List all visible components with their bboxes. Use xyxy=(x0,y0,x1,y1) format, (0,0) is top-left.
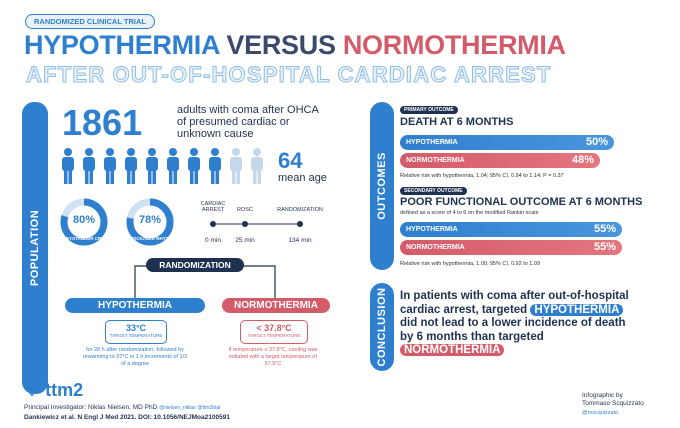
side-label: OUTCOMES xyxy=(370,102,394,270)
outcome-note: Relative risk with hypothermia, 1.04; 95… xyxy=(400,173,564,179)
outcome-definition: defined as a score of 4 to 6 on the modi… xyxy=(400,210,539,216)
timeline-event: CARDIAC ARREST xyxy=(200,201,226,213)
bar-value: 55% xyxy=(593,241,616,253)
logo: ♡ ttm2 xyxy=(24,380,84,400)
target-box: 33°C TARGET TEMPERATURE xyxy=(105,320,167,344)
arm-name: NORMOTHERMIA xyxy=(222,298,330,313)
highlight: NORMOTHERMIA xyxy=(400,344,505,356)
stat-label: BYSTANDER CPR xyxy=(65,236,105,241)
side-text: CONCLUSION xyxy=(376,287,388,367)
randomization-title: RANDOMIZATION xyxy=(146,258,244,272)
target-box: < 37.8°C TARGET TEMPERATURE xyxy=(240,320,308,344)
investigator: Principal Investigator: Niklas Nielsen, … xyxy=(24,404,158,411)
target-label: TARGET TEMPERATURE xyxy=(247,333,301,338)
outcome-tag: PRIMARY OUTCOME xyxy=(400,106,458,114)
timeline-time: 0 min xyxy=(205,237,221,244)
subtitle: AFTER OUT-OF-HOSPITAL CARDIAC ARREST xyxy=(26,62,552,88)
target: < 37.8°C xyxy=(256,323,292,333)
outcome-title: DEATH AT 6 MONTHS xyxy=(400,116,514,128)
age: 64 xyxy=(278,148,303,173)
donuts xyxy=(60,198,174,246)
logo-text: ttm2 xyxy=(45,380,84,400)
handle: @nielsen_niklas xyxy=(159,405,196,411)
arm-name: HYPOTHERMIA xyxy=(65,298,205,313)
stat-value: 80% xyxy=(72,214,96,226)
ring xyxy=(126,198,174,246)
credit: Infographic by Tommaso Scquizzato xyxy=(582,392,644,407)
conclusion: In patients with coma after out-of-hospi… xyxy=(400,290,630,358)
highlight: HYPOTHERMIA xyxy=(530,303,624,316)
outcome-bar: NORMOTHERMIA 55% xyxy=(400,240,622,255)
bar-label: HYPOTHERMIA xyxy=(406,226,458,233)
timeline-event: RANDOMIZATION xyxy=(277,207,323,213)
outcome-note: Relative risk with hypothermia, 1.00; 95… xyxy=(400,261,541,267)
title-part: HYPOTHERMIA xyxy=(24,30,220,60)
handle: @ttm2trial xyxy=(197,405,221,411)
bar-label: NORMOTHERMIA xyxy=(406,157,465,164)
title-part: NORMOTHERMIA xyxy=(342,30,566,60)
people xyxy=(62,148,263,184)
investigator-line: Principal Investigator: Niklas Nielsen, … xyxy=(24,404,220,411)
timeline-time: 25 min xyxy=(235,237,255,244)
outcome-bar: HYPOTHERMIA 50% xyxy=(400,135,614,150)
title: HYPOTHERMIA VERSUS NORMOTHERMIA xyxy=(24,30,566,61)
age-label: mean age xyxy=(278,172,327,184)
conclusion-text: did not lead to a lower incidence of dea… xyxy=(400,317,626,343)
target-label: TARGET TEMPERATURE xyxy=(109,333,163,338)
stat-value: 78% xyxy=(138,214,162,226)
outcome-bar: NORMOTHERMIA 48% xyxy=(400,153,600,168)
side-label: CONCLUSION xyxy=(370,283,394,371)
side-label: POPULATION xyxy=(22,102,48,394)
timeline-dot xyxy=(242,221,248,227)
timeline-dot xyxy=(210,221,216,227)
arm-description: for 28 h after randomization, followed b… xyxy=(82,347,188,367)
count: 1861 xyxy=(62,102,143,143)
bar-label: HYPOTHERMIA xyxy=(406,139,458,146)
timeline xyxy=(210,221,303,227)
conclusion-text: In patients with coma after out-of-hospi… xyxy=(400,290,629,316)
bar-value: 50% xyxy=(585,136,608,148)
bar-value: 55% xyxy=(593,223,616,235)
tag: RANDOMIZED CLINICAL TRIAL xyxy=(25,14,155,29)
citation: Dankiewicz et al. N Engl J Med 2021. DOI… xyxy=(24,414,230,421)
arm-description: If temperature ≥ 37.8°C, cooling was ini… xyxy=(228,347,318,367)
title-part: VERSUS xyxy=(226,30,336,60)
timeline-time: 134 min xyxy=(288,237,312,244)
bar-value: 48% xyxy=(571,154,594,166)
target: 33°C xyxy=(125,323,147,333)
outcome-bar: HYPOTHERMIA 55% xyxy=(400,222,622,237)
credit-handle: @rsscquizzato xyxy=(582,410,619,416)
side-text: POPULATION xyxy=(29,209,41,287)
stat-label: SHOCKABLE RHYTHM xyxy=(126,236,176,241)
side-text: OUTCOMES xyxy=(376,152,388,220)
count-desc: adults with coma after OHCA of presumed … xyxy=(177,104,319,140)
timeline-dot xyxy=(297,221,303,227)
bar-label: NORMOTHERMIA xyxy=(406,244,465,251)
timeline-event: ROSC xyxy=(237,207,253,213)
people-icons xyxy=(62,148,263,184)
ring xyxy=(60,198,108,246)
outcome-title: POOR FUNCTIONAL OUTCOME AT 6 MONTHS xyxy=(400,196,643,208)
outcome-tag: SECONDARY OUTCOME xyxy=(400,187,467,195)
